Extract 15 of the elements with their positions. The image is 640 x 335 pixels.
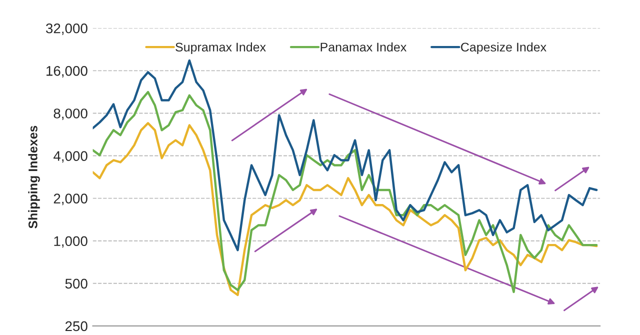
legend-label: Supramax Index <box>176 42 266 54</box>
y-tick-label: 500 <box>65 278 88 289</box>
y-tick-label: 32,000 <box>46 23 88 35</box>
y-tick-label: 250 <box>65 321 88 332</box>
y-tick-label: 8,000 <box>54 108 88 120</box>
legend-label: Capesize Index <box>461 42 546 54</box>
legend-label: Panamax Index <box>320 42 406 52</box>
line-series <box>92 90 598 294</box>
y-tick-label: 4,000 <box>54 151 88 163</box>
line-series <box>92 122 598 296</box>
y-tick-label: 2,000 <box>54 194 88 206</box>
y-tick-label: 1,000 <box>54 236 88 248</box>
line-series <box>92 59 598 252</box>
y-axis-title: Shipping Indexes <box>28 126 40 228</box>
y-tick-label: 16,000 <box>46 66 88 78</box>
